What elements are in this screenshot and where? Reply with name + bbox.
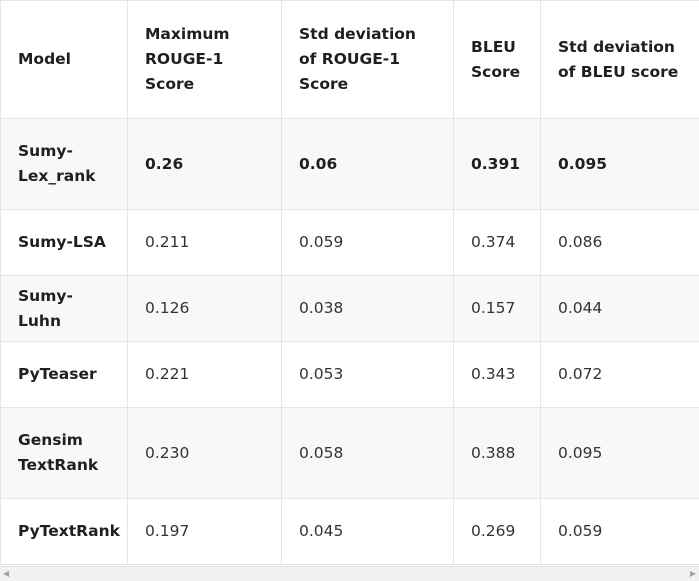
cell-std-rouge1: 0.053 [281, 341, 454, 408]
scroll-right-arrow-icon[interactable]: ▶ [689, 569, 696, 578]
cell-model: Sumy-Lex_rank [0, 118, 128, 210]
cell-model: Sumy-LSA [0, 209, 128, 276]
cell-model: PyTextRank [0, 498, 128, 565]
cell-std-bleu: 0.086 [540, 209, 699, 276]
table-row: Sumy-Luhn 0.126 0.038 0.157 0.044 [0, 275, 699, 342]
horizontal-scrollbar[interactable]: ◀ ▶ [0, 566, 699, 581]
scroll-left-arrow-icon[interactable]: ◀ [3, 569, 10, 578]
cell-std-rouge1: 0.038 [281, 275, 454, 342]
cell-std-rouge1: 0.045 [281, 498, 454, 565]
results-table: Model Maximum ROUGE-1 Score Std deviatio… [0, 0, 699, 565]
header-bleu: BLEU Score [453, 0, 541, 119]
header-max-rouge1: Maximum ROUGE-1 Score [127, 0, 282, 119]
cell-model: Gensim TextRank [0, 407, 128, 499]
cell-bleu: 0.343 [453, 341, 541, 408]
table-header-row: Model Maximum ROUGE-1 Score Std deviatio… [0, 0, 699, 119]
cell-bleu: 0.374 [453, 209, 541, 276]
cell-max-rouge1: 0.126 [127, 275, 282, 342]
header-model: Model [0, 0, 128, 119]
cell-max-rouge1: 0.211 [127, 209, 282, 276]
cell-model: PyTeaser [0, 341, 128, 408]
cell-std-rouge1: 0.06 [281, 118, 454, 210]
cell-std-rouge1: 0.059 [281, 209, 454, 276]
cell-max-rouge1: 0.221 [127, 341, 282, 408]
table-row: Sumy-LSA 0.211 0.059 0.374 0.086 [0, 209, 699, 276]
table-row: PyTeaser 0.221 0.053 0.343 0.072 [0, 341, 699, 408]
cell-bleu: 0.388 [453, 407, 541, 499]
cell-max-rouge1: 0.230 [127, 407, 282, 499]
cell-std-rouge1: 0.058 [281, 407, 454, 499]
cell-std-bleu: 0.044 [540, 275, 699, 342]
table-row: Gensim TextRank 0.230 0.058 0.388 0.095 [0, 407, 699, 499]
cell-model: Sumy-Luhn [0, 275, 128, 342]
cell-bleu: 0.157 [453, 275, 541, 342]
cell-std-bleu: 0.095 [540, 118, 699, 210]
table-row: Sumy-Lex_rank 0.26 0.06 0.391 0.095 [0, 118, 699, 210]
cell-max-rouge1: 0.26 [127, 118, 282, 210]
cell-std-bleu: 0.059 [540, 498, 699, 565]
cell-bleu: 0.391 [453, 118, 541, 210]
cell-std-bleu: 0.072 [540, 341, 699, 408]
cell-std-bleu: 0.095 [540, 407, 699, 499]
header-std-rouge1: Std deviation of ROUGE-1 Score [281, 0, 454, 119]
cell-bleu: 0.269 [453, 498, 541, 565]
scrollbar-thumb[interactable] [15, 570, 683, 578]
header-std-bleu: Std deviation of BLEU score [540, 0, 699, 119]
cell-max-rouge1: 0.197 [127, 498, 282, 565]
table-row: PyTextRank 0.197 0.045 0.269 0.059 [0, 498, 699, 565]
